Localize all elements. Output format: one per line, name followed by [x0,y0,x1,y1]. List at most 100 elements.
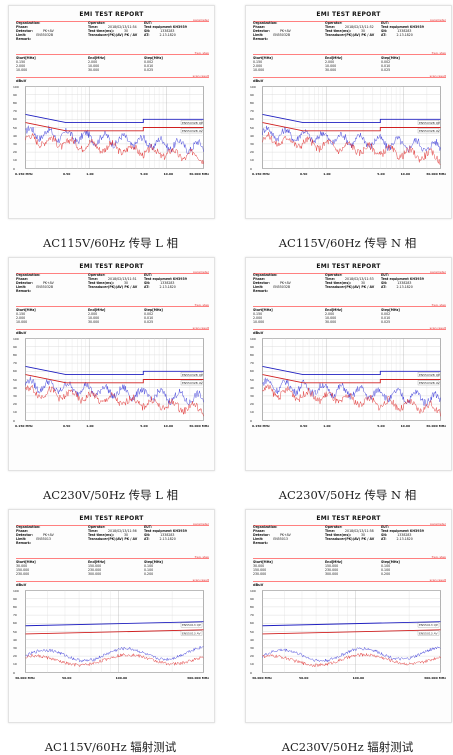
scan-result-note: scan result [192,578,209,582]
legend-label: EN55032B AV [182,129,204,133]
header-at: 2.13.1820 [396,285,413,290]
header-row: EUT: [381,273,424,277]
header-operator-label: Operator: [325,273,343,277]
report-sheet: EMI TEST REPORT parameter Organization: Pha… [8,509,215,723]
header-detector-label: Detector: [16,29,33,34]
y-tick-label: 80 [250,604,254,609]
header-sn-label: SN: [144,29,151,34]
freq-cell: 30.000 [16,564,28,569]
header-row: AT: 2.13.1820 [144,285,187,289]
limit-line [25,629,204,635]
x-tick-label: 10.00 [400,172,411,176]
frequency-table: Start[MHz] 0.150 2.000 10.000 End[MHz] 2.000 1… [253,308,443,328]
header-time-label: Time: [88,529,99,534]
legend-box [417,622,440,628]
header-row: Test equipment KH3939 [144,277,187,281]
freq-col-header: End[MHz] [88,56,106,60]
header-detector: PK+AV [42,533,54,538]
y-tick-label: 0 [13,418,15,423]
x-tick-label: 50.00 [61,676,72,680]
header-row: Test equipment KH3939 [381,277,424,281]
freq-column: Start[MHz] 30.000 150.000 230.000 [16,560,36,576]
limit-line [262,629,441,635]
header-operator-label: Operator: [325,525,343,529]
freq-cell: 2.000 [88,60,98,65]
freq-column: Step[MHz] 0.002 0.010 0.025 [381,56,400,72]
header-row: Transducer(PK)(AV) PK / AV [325,33,374,37]
header-limit-label: Limit: [16,33,27,38]
section-divider [16,21,209,22]
freq-column: Step[MHz] 0.100 0.100 0.200 [144,560,163,576]
freq-cell: 0.010 [381,316,391,321]
y-tick-label: 70 [250,361,254,366]
limit-line [262,374,441,384]
frequency-table: Start[MHz] 30.000 150.000 230.000 End[MHz] 15… [16,560,206,580]
report-title: EMI TEST REPORT [316,11,381,18]
average-trace [262,132,441,165]
report-header: Organization: Phase: Detector: PK+AV Limit: E… [253,273,445,303]
y-tick-label: 0 [13,670,15,675]
report-header: Organization: Phase: Detector: PK+AV Limit: E… [253,21,445,51]
header-detector: PK+AV [42,29,54,34]
freq-col-header: End[MHz] [88,560,106,564]
header-row: SN: 1338283 [381,281,424,285]
header-eut: Test equipment KH3939 [144,25,187,30]
freq-column: Step[MHz] 0.002 0.010 0.025 [381,308,400,324]
freq-col-header: Step[MHz] [144,560,163,564]
header-sn: 1338283 [160,533,175,538]
header-eut-label: EUT: [144,273,153,277]
freq-cell: 150.000 [88,564,102,569]
legend-label: EN55013 QP [419,623,438,627]
section-divider [16,54,209,55]
header-sn: 1338283 [397,533,412,538]
legend-box [417,120,440,125]
freq-cell: 2.000 [253,316,263,321]
header-sn-label: SN: [381,533,388,538]
y-tick-label: 50 [13,125,17,130]
average-trace [262,652,441,668]
section-divider [253,525,446,526]
frequency-table: Start[MHz] 0.150 2.000 10.000 End[MHz] 2.000 1… [16,56,206,76]
average-trace [25,384,204,417]
header-detector: PK+AV [42,281,54,286]
header-transducer: Transducer(PK)(AV) PK / AV [325,537,375,542]
x-tick-label: 0.50 [62,172,71,176]
x-tick-label: 5.00 [140,424,148,428]
header-col-3: EUT: Test equipment KH3939 SN: 1338283 AT: 2.… [144,21,187,37]
y-tick-label: 100 [13,84,19,89]
x-tick-label: 30.000 MHz [15,676,35,680]
frequency-table: Start[MHz] 0.150 2.000 10.000 End[MHz] 2.000 1… [16,308,206,328]
parameter-note: parameter [430,18,446,22]
header-row: Limit: EN55032B [253,285,291,289]
x-tick-label: 30.000 MHz [189,172,209,176]
header-time-label: Time: [325,529,336,534]
header-row: Transducer(PK)(AV) PK / AV [88,33,137,37]
header-remark-label: Remark: [253,289,269,294]
header-detector: PK+AV [279,29,291,34]
header-time-label: Time: [88,25,99,30]
freq-cell: 0.002 [381,60,391,65]
freq-cell: 0.010 [144,64,154,69]
y-unit-label: dBuV [16,79,27,83]
freq-cell: 30.000 [253,564,265,569]
header-test-time-label: Test time(ms): [325,281,351,286]
y-tick-label: 10 [13,410,17,415]
header-row: Remark: [16,541,54,545]
header-col-1: Organization: Phase: Detector: PK+AV Limit: E… [16,21,54,41]
header-row: Limit: EN55013 [253,537,291,541]
freq-column: End[MHz] 2.000 10.000 30.000 [325,56,342,72]
header-time-label: Time: [325,25,336,30]
freq-step-note: freq. step [431,51,446,55]
y-tick-label: 60 [13,369,17,374]
report-panel: EMI TEST REPORT parameter Organization: Pha… [245,509,452,755]
header-test-time-label: Test time(ms): [325,29,351,34]
header-limit: EN55013 [36,537,51,542]
legend-box [180,630,203,636]
header-transducer: Transducer(PK)(AV) PK / AV [88,33,138,38]
header-transducer: Transducer(PK)(AV) PK / AV [325,285,375,290]
section-divider [253,581,446,582]
header-col-1: Organization: Phase: Detector: PK+AV Limit: E… [16,525,54,545]
report-sheet: EMI TEST REPORT parameter Organization: Pha… [245,257,452,471]
freq-cell: 10.000 [253,68,265,73]
header-at: 2.13.1820 [159,285,176,290]
